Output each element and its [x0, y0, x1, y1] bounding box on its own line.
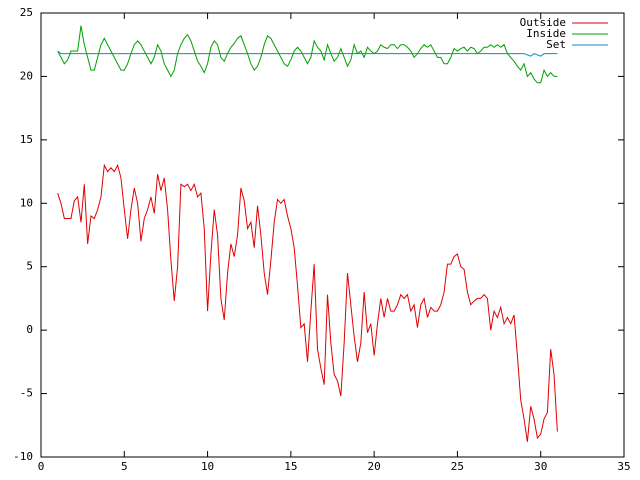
- legend-label: Inside: [526, 27, 566, 40]
- legend-label: Set: [546, 38, 566, 51]
- plot-frame: [40, 12, 625, 458]
- x-tick-label: 15: [284, 460, 297, 473]
- y-tick-label: 20: [20, 69, 33, 82]
- data-line: [57, 50, 558, 57]
- x-tick-label: 5: [121, 460, 128, 473]
- y-tick-label: 5: [26, 260, 33, 273]
- data-line: [57, 25, 558, 84]
- x-tick-label: 25: [451, 460, 464, 473]
- y-tick-label: -5: [20, 387, 33, 400]
- y-tick-label: 25: [20, 6, 33, 19]
- data-line: [57, 163, 558, 442]
- y-tick-label: 10: [20, 196, 33, 209]
- x-tick-label: 35: [617, 460, 630, 473]
- x-tick-label: 20: [368, 460, 381, 473]
- y-tick-label: 0: [26, 323, 33, 336]
- y-tick-label: 15: [20, 133, 33, 146]
- x-tick-label: 0: [38, 460, 45, 473]
- y-tick-label: -10: [13, 450, 33, 463]
- legend-label: Outside: [520, 16, 566, 29]
- x-tick-label: 30: [534, 460, 547, 473]
- x-tick-label: 10: [201, 460, 214, 473]
